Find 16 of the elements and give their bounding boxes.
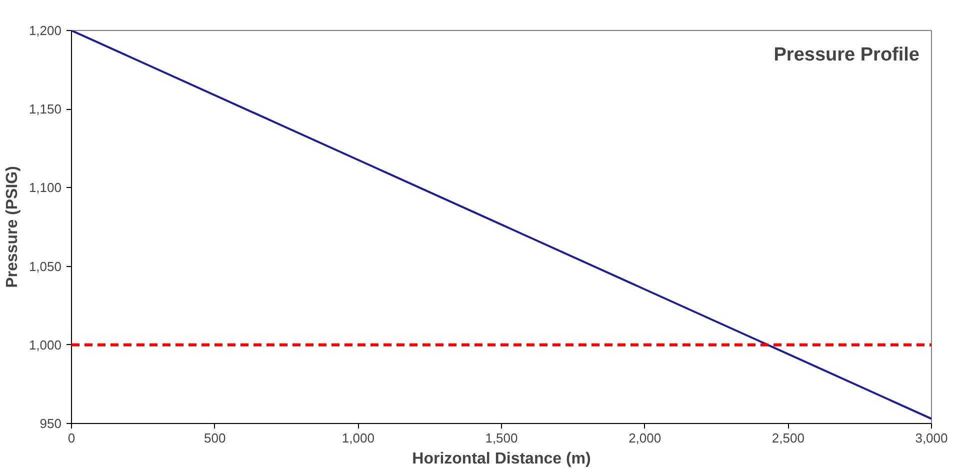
text: Pressure Profile	[774, 44, 920, 66]
x-tick-label: 3,000	[915, 430, 948, 446]
x-tick-label: 500	[204, 430, 226, 446]
x-tick-label: 1,000	[342, 430, 374, 446]
x-axis-title: Horizontal Distance (m)	[412, 450, 591, 468]
y-tick-label: 1,100	[28, 180, 62, 196]
x-tick-label: 2,000	[628, 430, 662, 446]
x-tick-label: 1,500	[485, 430, 518, 446]
y-tick-label: 1,050	[28, 258, 62, 274]
y-axis-title: Pressure (PSIG)	[4, 166, 21, 288]
y-tick-label: 1,000	[28, 337, 62, 352]
y-tick-label: 950	[40, 416, 62, 431]
x-tick-label: 0	[68, 430, 76, 446]
y-tick-label: 1,150	[28, 102, 62, 117]
y-tick-label: 1,200	[28, 23, 62, 38]
x-tick-label: 2,500	[772, 430, 804, 446]
